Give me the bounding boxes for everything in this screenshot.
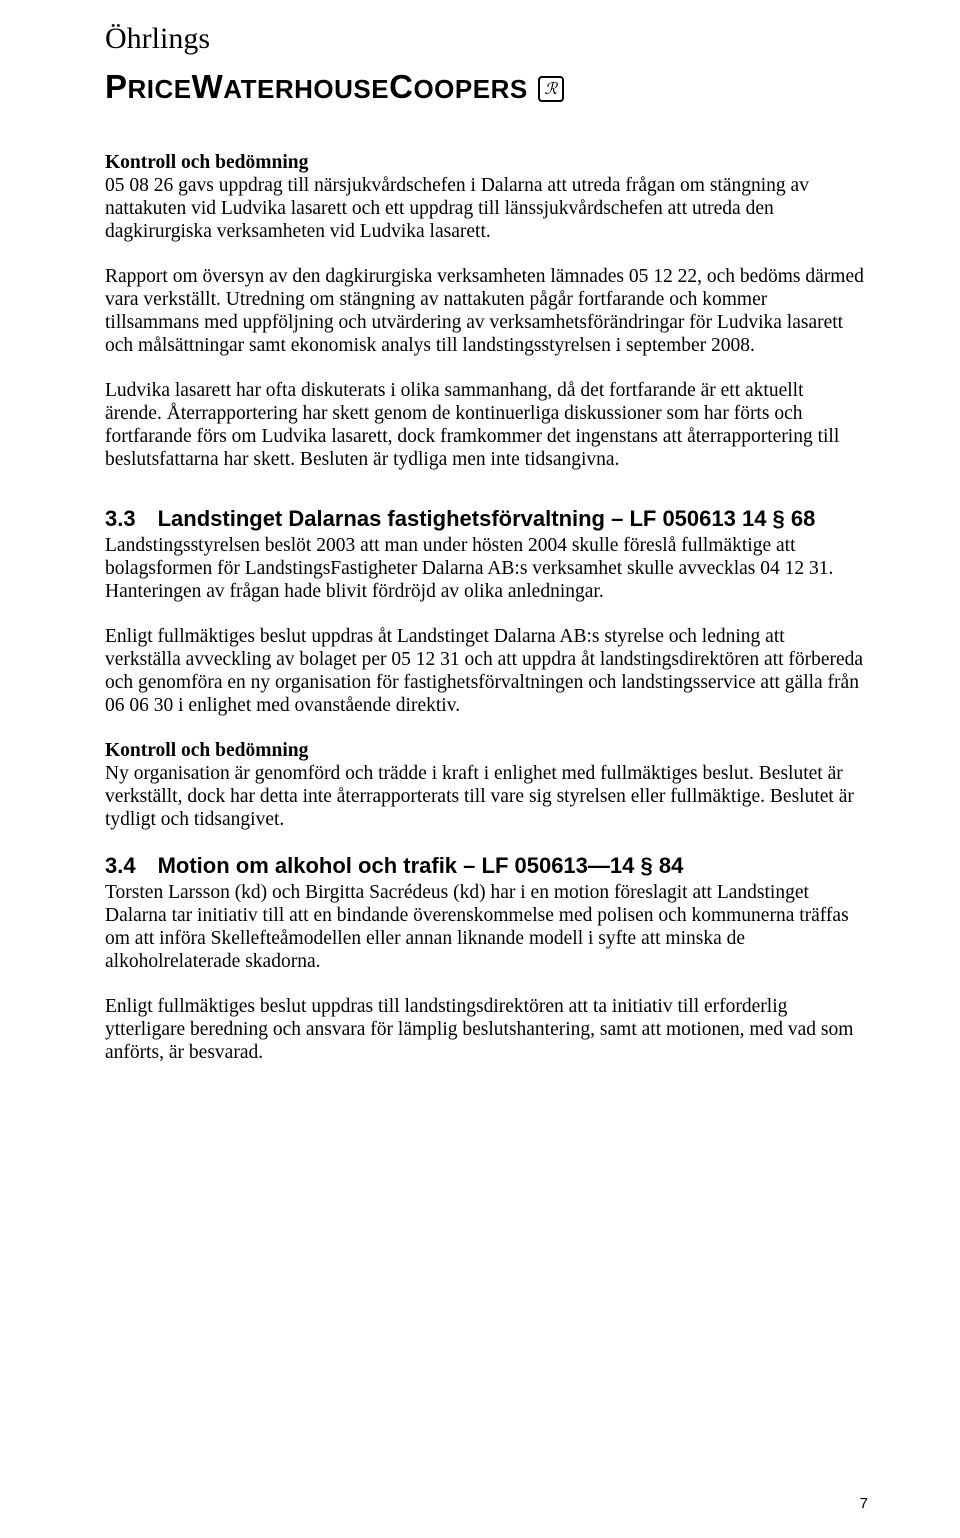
paragraph: Enligt fullmäktiges beslut uppdras åt La… — [105, 625, 865, 717]
page-number: 7 — [860, 1495, 868, 1512]
paragraph: Enligt fullmäktiges beslut uppdras till … — [105, 995, 865, 1064]
section-number: 3.3 — [105, 506, 136, 532]
paragraph-text: Ny organisation är genomförd och trädde … — [105, 763, 854, 830]
paragraph: Kontroll och bedömning Ny organisation ä… — [105, 739, 865, 831]
section-title: Landstinget Dalarnas fastighetsförvaltni… — [158, 506, 865, 532]
section-number: 3.4 — [105, 853, 136, 879]
subheading-bold: Kontroll och bedömning — [105, 152, 308, 173]
subheading-bold: Kontroll och bedömning — [105, 740, 308, 761]
logo-bottom-row: PRICEWATERHOUSECOOPERS ℛ — [105, 68, 865, 106]
logo-bottom-text: PRICEWATERHOUSECOOPERS — [105, 68, 528, 106]
paragraph: Ludvika lasarett har ofta diskuterats i … — [105, 379, 865, 471]
paragraph: Landstingsstyrelsen beslöt 2003 att man … — [105, 534, 865, 603]
paragraph: Torsten Larsson (kd) och Birgitta Sacréd… — [105, 881, 865, 973]
paragraph: Rapport om översyn av den dagkirurgiska … — [105, 265, 865, 357]
logo-mark-icon: ℛ — [538, 76, 564, 102]
document-body: Kontroll och bedömning 05 08 26 gavs upp… — [105, 151, 865, 1064]
paragraph-text: 05 08 26 gavs uppdrag till närsjukvårdsc… — [105, 175, 809, 242]
section-title: Motion om alkohol och trafik – LF 050613… — [158, 853, 865, 879]
paragraph: Kontroll och bedömning 05 08 26 gavs upp… — [105, 151, 865, 243]
company-logo: Öhrlings PRICEWATERHOUSECOOPERS ℛ — [105, 22, 865, 106]
section-heading-3-4: 3.4 Motion om alkohol och trafik – LF 05… — [105, 853, 865, 879]
logo-top-text: Öhrlings — [105, 22, 865, 56]
section-heading-3-3: 3.3 Landstinget Dalarnas fastighetsförva… — [105, 506, 865, 532]
